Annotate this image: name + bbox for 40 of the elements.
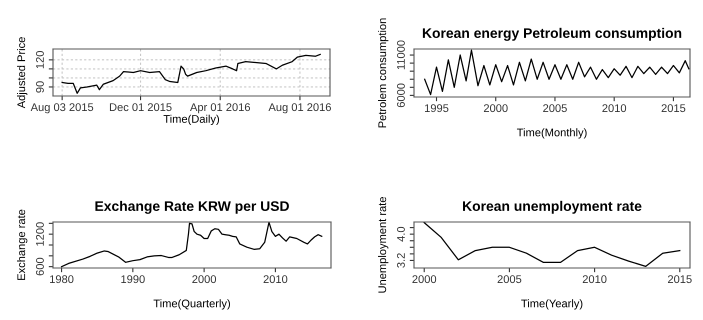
x-tick-label: 2005 <box>498 275 522 284</box>
y-tick-label: 11000 <box>396 40 405 70</box>
x-tick-label: 2000 <box>412 275 436 284</box>
y-tick-label: 3.2 <box>396 253 405 268</box>
chart-title: Exchange Rate KRW per USD <box>95 200 289 214</box>
x-tick-label: Aug 01 2016 <box>268 103 331 114</box>
line-series <box>424 50 690 96</box>
y-axis-title: Unemployment rate <box>378 197 388 293</box>
y-tick-label: 4.0 <box>396 226 405 242</box>
y-tick-label: 1200 <box>36 222 44 246</box>
line-series <box>424 222 680 267</box>
x-tick-label: 2010 <box>602 104 626 112</box>
x-tick-label: 1980 <box>50 275 74 284</box>
line-series <box>62 54 321 94</box>
x-tick-label: 1990 <box>121 275 145 284</box>
x-axis-title: Time(Yearly) <box>521 299 582 310</box>
x-tick-label: 2010 <box>264 275 288 284</box>
x-tick-label: 2015 <box>662 104 686 112</box>
y-axis-title: Exchange rate <box>17 210 28 280</box>
x-tick-label: 2010 <box>582 275 607 284</box>
chart-title: Korean energy Petroleum consumption <box>422 28 682 41</box>
y-tick-label: 6000 <box>396 83 405 108</box>
x-tick-label: Dec 01 2015 <box>110 103 172 112</box>
line-series <box>60 222 322 268</box>
x-tick-label: 1995 <box>424 104 448 112</box>
x-tick-label: 2000 <box>484 104 508 112</box>
y-tick-label: 90 <box>36 81 44 93</box>
x-axis-title: Time(Daily) <box>164 114 219 126</box>
x-axis-title: Time(Quarterly) <box>154 299 230 310</box>
x-tick-label: 2000 <box>192 275 216 284</box>
x-tick-label: 2005 <box>543 104 567 112</box>
y-axis-title: Petrolem consumption <box>378 18 388 128</box>
y-tick-label: 600 <box>36 258 44 276</box>
y-tick-label: 120 <box>36 51 44 68</box>
y-axis-title: Adjusted Price <box>17 37 28 108</box>
x-axis-title: Time(Monthly) <box>516 128 587 139</box>
x-tick-label: Apr 01 2016 <box>190 103 250 114</box>
x-tick-label: 2015 <box>668 275 692 284</box>
x-tick-label: Aug 03 2015 <box>30 103 94 114</box>
chart-title: Korean unemployment rate <box>463 200 642 214</box>
